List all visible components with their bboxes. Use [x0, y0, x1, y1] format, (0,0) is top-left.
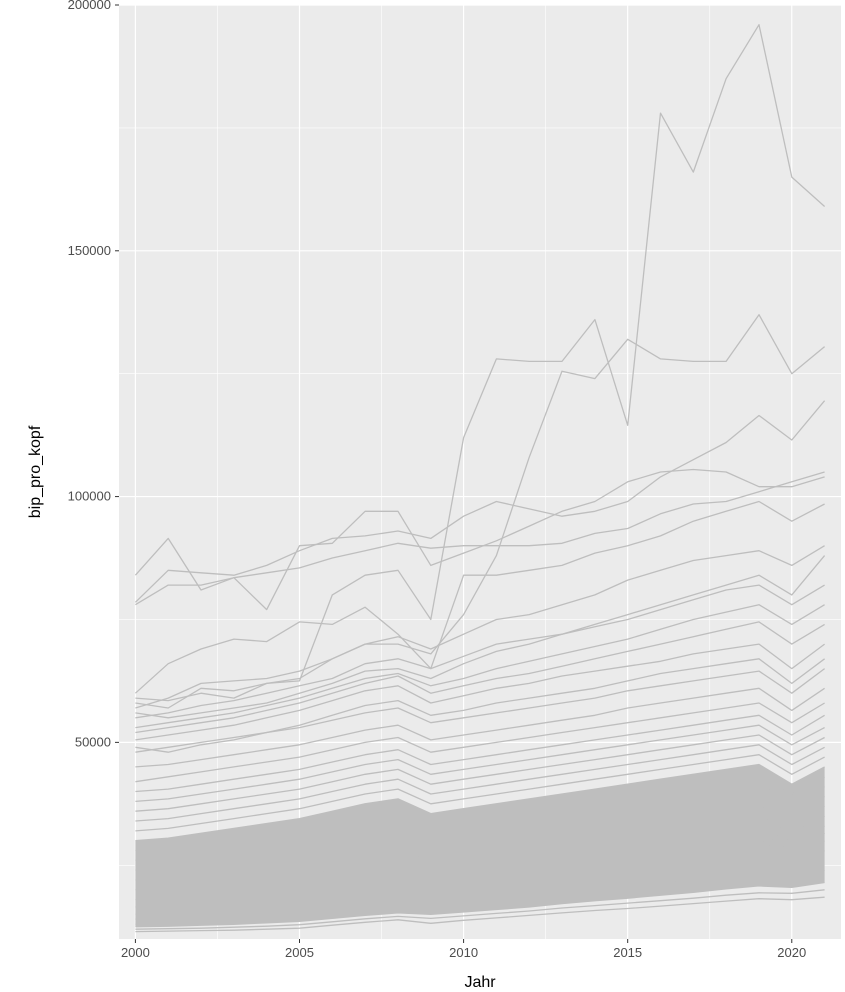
series-line	[135, 702, 825, 783]
y-tick-label: 200000	[68, 0, 111, 12]
x-tick-label: 2000	[121, 945, 150, 960]
x-tick-label: 2015	[613, 945, 642, 960]
x-tick-label: 2005	[285, 945, 314, 960]
series-line	[135, 724, 825, 803]
y-axis-title: bip_pro_kopf	[27, 425, 44, 518]
series-line	[135, 803, 825, 881]
series-line	[135, 896, 825, 933]
series-line	[135, 744, 825, 822]
series-line	[135, 621, 825, 734]
series-line	[135, 24, 826, 702]
series-line	[135, 668, 825, 753]
y-tick-label: 100000	[68, 489, 111, 504]
series-line	[135, 783, 825, 861]
series-line	[135, 849, 825, 920]
x-tick-label: 2010	[449, 945, 478, 960]
series-lines	[134, 24, 826, 933]
y-tick-label: 50000	[75, 734, 111, 749]
series-line	[135, 869, 825, 925]
series-line	[134, 500, 825, 694]
series-line	[135, 773, 825, 852]
series-line	[134, 468, 825, 611]
series-line	[135, 822, 825, 901]
y-axis: 50000 100000 150000 200000	[68, 0, 119, 749]
series-line	[135, 687, 825, 768]
series-line	[135, 830, 825, 908]
grid-major	[119, 4, 841, 939]
series-line	[135, 754, 825, 832]
x-axis-title: Jahr	[464, 974, 496, 991]
series-line	[135, 584, 825, 719]
series-line	[135, 604, 825, 729]
series-line	[135, 545, 825, 709]
series-line	[135, 881, 825, 928]
series-line	[135, 812, 825, 891]
series-line	[135, 555, 826, 719]
x-axis: 2000 2005 2010 2015 2020	[121, 939, 806, 960]
y-tick-label: 150000	[68, 243, 111, 258]
x-tick-label: 2020	[777, 945, 806, 960]
series-line	[135, 471, 825, 606]
series-line	[135, 658, 825, 753]
series-line	[135, 793, 825, 871]
series-line	[135, 763, 825, 842]
series-line	[135, 314, 826, 709]
series-line	[135, 837, 825, 916]
series-line	[135, 734, 825, 812]
series-line	[135, 889, 825, 930]
grid-minor	[119, 5, 841, 939]
series-line	[135, 714, 825, 793]
series-line	[134, 400, 826, 603]
series-line	[135, 643, 825, 741]
